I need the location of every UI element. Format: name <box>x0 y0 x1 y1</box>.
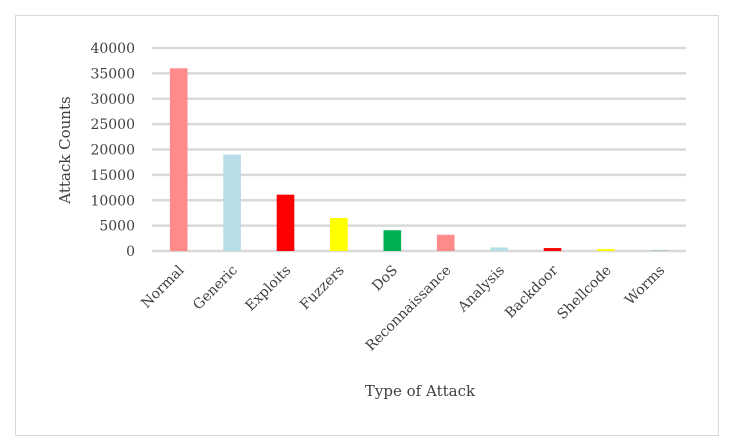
y-tick-label: 0 <box>126 244 135 260</box>
x-tick-label: Analysis <box>454 263 508 317</box>
gridlines <box>152 46 686 253</box>
bar-analysis <box>490 247 508 251</box>
x-tick-label: Exploits <box>243 263 295 315</box>
bar-normal <box>169 68 188 251</box>
bar-exploits <box>276 194 295 251</box>
x-tick-label: Fuzzers <box>297 263 348 314</box>
x-tick-label: Shellcode <box>554 263 614 323</box>
bar-shellcode <box>597 249 615 251</box>
bar-fuzzers <box>330 218 348 251</box>
y-tick-label: 40000 <box>90 41 135 57</box>
bar-generic <box>223 154 241 251</box>
x-tick-label: Normal <box>138 262 187 311</box>
y-tick-label: 15000 <box>90 168 135 184</box>
bar-dos <box>383 230 402 251</box>
y-tick-label: 5000 <box>99 219 135 235</box>
x-tick-labels: Normal Generic Exploits Fuzzers DoSReconnais… <box>138 262 668 354</box>
y-tick-label: 20000 <box>90 143 135 159</box>
x-axis-title: Type of Attack <box>365 382 476 400</box>
bar-reconnaissance <box>436 234 455 251</box>
x-tick-label: Worms <box>622 263 668 309</box>
y-tick-label: 25000 <box>90 117 135 133</box>
x-tick-label: DoS <box>369 263 401 295</box>
x-tick-label: Backdoor <box>502 262 561 321</box>
y-tick-label: 10000 <box>90 193 135 209</box>
x-tick-label: Generic <box>190 262 241 313</box>
y-axis-title: Attack Counts <box>56 96 74 204</box>
y-tick-labels: 0 5000 10000 15000 20000 25000 30000 35000 40000 <box>90 41 135 260</box>
bars <box>169 68 669 251</box>
bar-backdoor <box>543 248 562 251</box>
y-tick-label: 30000 <box>90 92 135 108</box>
y-tick-label: 35000 <box>90 66 135 82</box>
